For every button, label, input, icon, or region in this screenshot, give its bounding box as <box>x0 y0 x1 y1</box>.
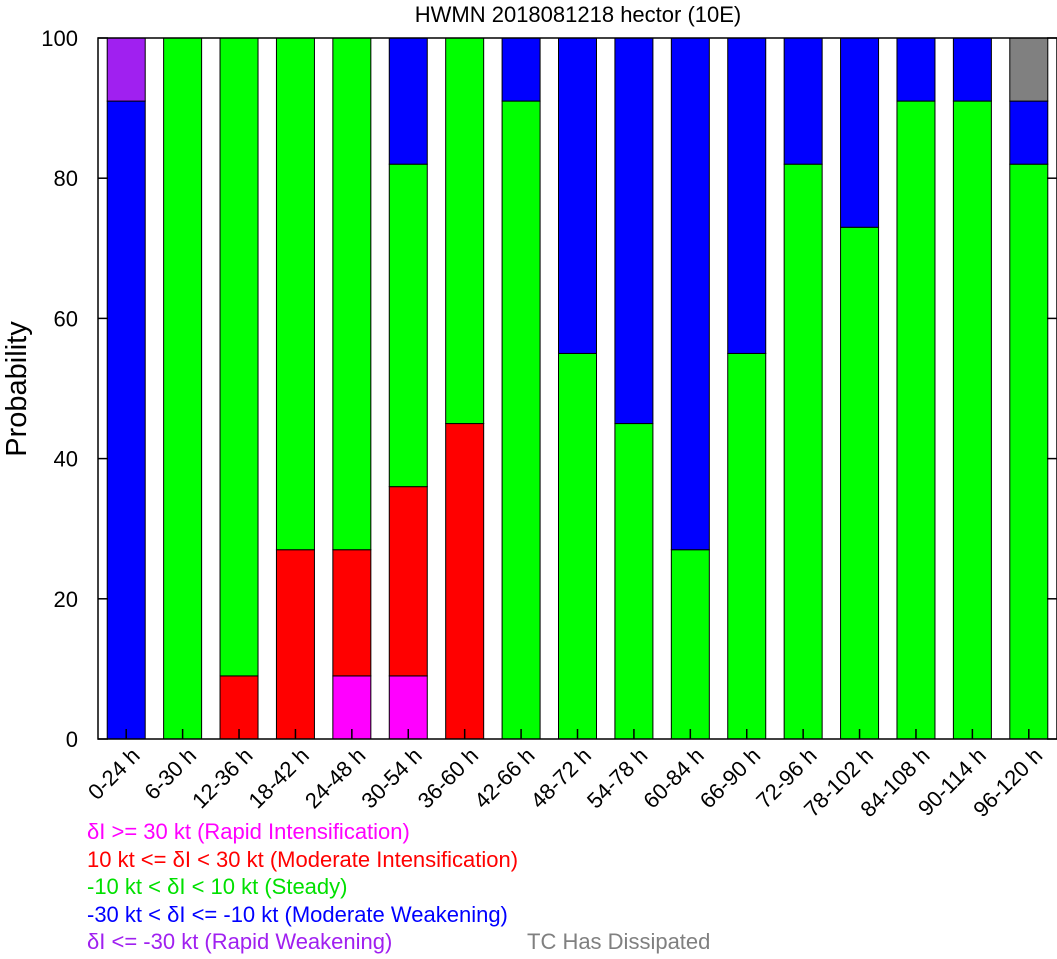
bar-segment-mw-12 <box>783 37 823 165</box>
legend-moderate-intensification: 10 kt <= δI < 30 kt (Moderate Intensific… <box>87 846 519 872</box>
bar-segment-st-13 <box>840 226 880 740</box>
y-tick-labels: 0 20 40 60 80 100 <box>41 26 78 752</box>
bar-segment-mw-7 <box>501 37 541 102</box>
x-tick-label: 48-72 h <box>526 743 596 813</box>
bar-segment-st-8 <box>558 352 597 740</box>
x-tick-label: 24-48 h <box>300 743 370 813</box>
x-tick-labels: 0-24 h6-30 h12-36 h18-42 h24-48 h30-54 h… <box>83 743 1047 822</box>
legend: δI >= 30 kt (Rapid Intensification) 10 k… <box>87 818 710 956</box>
bar-segment-st-12 <box>783 163 823 740</box>
bar-segment-mi-4 <box>332 549 372 677</box>
x-tick-label: 12-36 h <box>187 743 257 813</box>
bar-segment-mw-8 <box>558 37 597 354</box>
x-tick-label: 66-90 h <box>695 743 765 813</box>
y-tick-label: 60 <box>54 306 78 331</box>
bar-segment-td-16 <box>1009 37 1049 102</box>
bar-segment-mi-2 <box>219 675 259 740</box>
bar-segment-mw-11 <box>727 37 767 354</box>
bar-segment-mw-9 <box>614 37 654 425</box>
bar-segment-st-11 <box>727 352 767 740</box>
bar-segment-mw-14 <box>896 37 936 102</box>
y-axis-label: Probability <box>1 321 33 457</box>
bar-segment-mw-13 <box>840 37 880 228</box>
bar-segment-st-15 <box>952 100 992 740</box>
legend-tc-dissipated: TC Has Dissipated <box>527 929 711 954</box>
bar-segment-st-2 <box>219 37 259 677</box>
bar-segment-st-5 <box>388 163 428 488</box>
x-tick-label: 60-84 h <box>638 743 708 813</box>
bar-segment-st-9 <box>614 423 654 740</box>
bar-segment-st-16 <box>1009 163 1049 740</box>
bar-segment-st-14 <box>896 100 936 740</box>
x-tick-label: 42-66 h <box>469 743 539 813</box>
bar-segment-st-10 <box>670 549 710 740</box>
legend-rapid-weakening: δI <= -30 kt (Rapid Weakening) <box>87 929 393 954</box>
bar-segment-st-7 <box>501 100 541 740</box>
x-tick-label: 18-42 h <box>244 743 314 813</box>
legend-row-5: δI <= -30 kt (Rapid Weakening) TC Has Di… <box>87 928 710 956</box>
bar-segment-st-4 <box>332 37 372 551</box>
x-tick-label: 36-60 h <box>413 743 483 813</box>
bar-segment-mi-6 <box>445 423 485 740</box>
y-tick-label: 0 <box>66 727 78 752</box>
bar-segment-mw-0 <box>106 100 146 740</box>
bar-segment-mw-16 <box>1009 100 1049 165</box>
legend-rapid-intensification: δI >= 30 kt (Rapid Intensification) <box>87 819 410 844</box>
legend-moderate-weakening: -30 kt < δI <= -10 kt (Moderate Weakenin… <box>87 901 508 927</box>
bar-segment-rw-0 <box>106 37 146 102</box>
x-tick-label: 54-78 h <box>582 743 652 813</box>
bars-group <box>106 37 1049 740</box>
bar-segment-st-6 <box>445 37 485 425</box>
bar-segment-mi-5 <box>388 486 428 677</box>
axes-group <box>97 37 1057 740</box>
y-tick-label: 40 <box>54 447 78 472</box>
bar-segment-mi-3 <box>275 549 315 740</box>
bar-segment-mw-15 <box>952 37 992 102</box>
bar-segment-ri-4 <box>332 675 372 740</box>
chart-title: HWMN 2018081218 hector (10E) <box>415 2 742 27</box>
x-tick-label: 30-54 h <box>356 743 426 813</box>
y-tick-label: 100 <box>41 26 78 51</box>
bar-segment-st-3 <box>275 37 315 551</box>
x-tick-label: 0-24 h <box>83 743 145 805</box>
y-tick-label: 80 <box>54 166 78 191</box>
y-tick-label: 20 <box>54 587 78 612</box>
bar-segment-mw-10 <box>670 37 710 551</box>
legend-steady: -10 kt < δI < 10 kt (Steady) <box>87 874 348 899</box>
bar-segment-st-1 <box>163 37 203 740</box>
bar-segment-mw-5 <box>388 37 428 165</box>
